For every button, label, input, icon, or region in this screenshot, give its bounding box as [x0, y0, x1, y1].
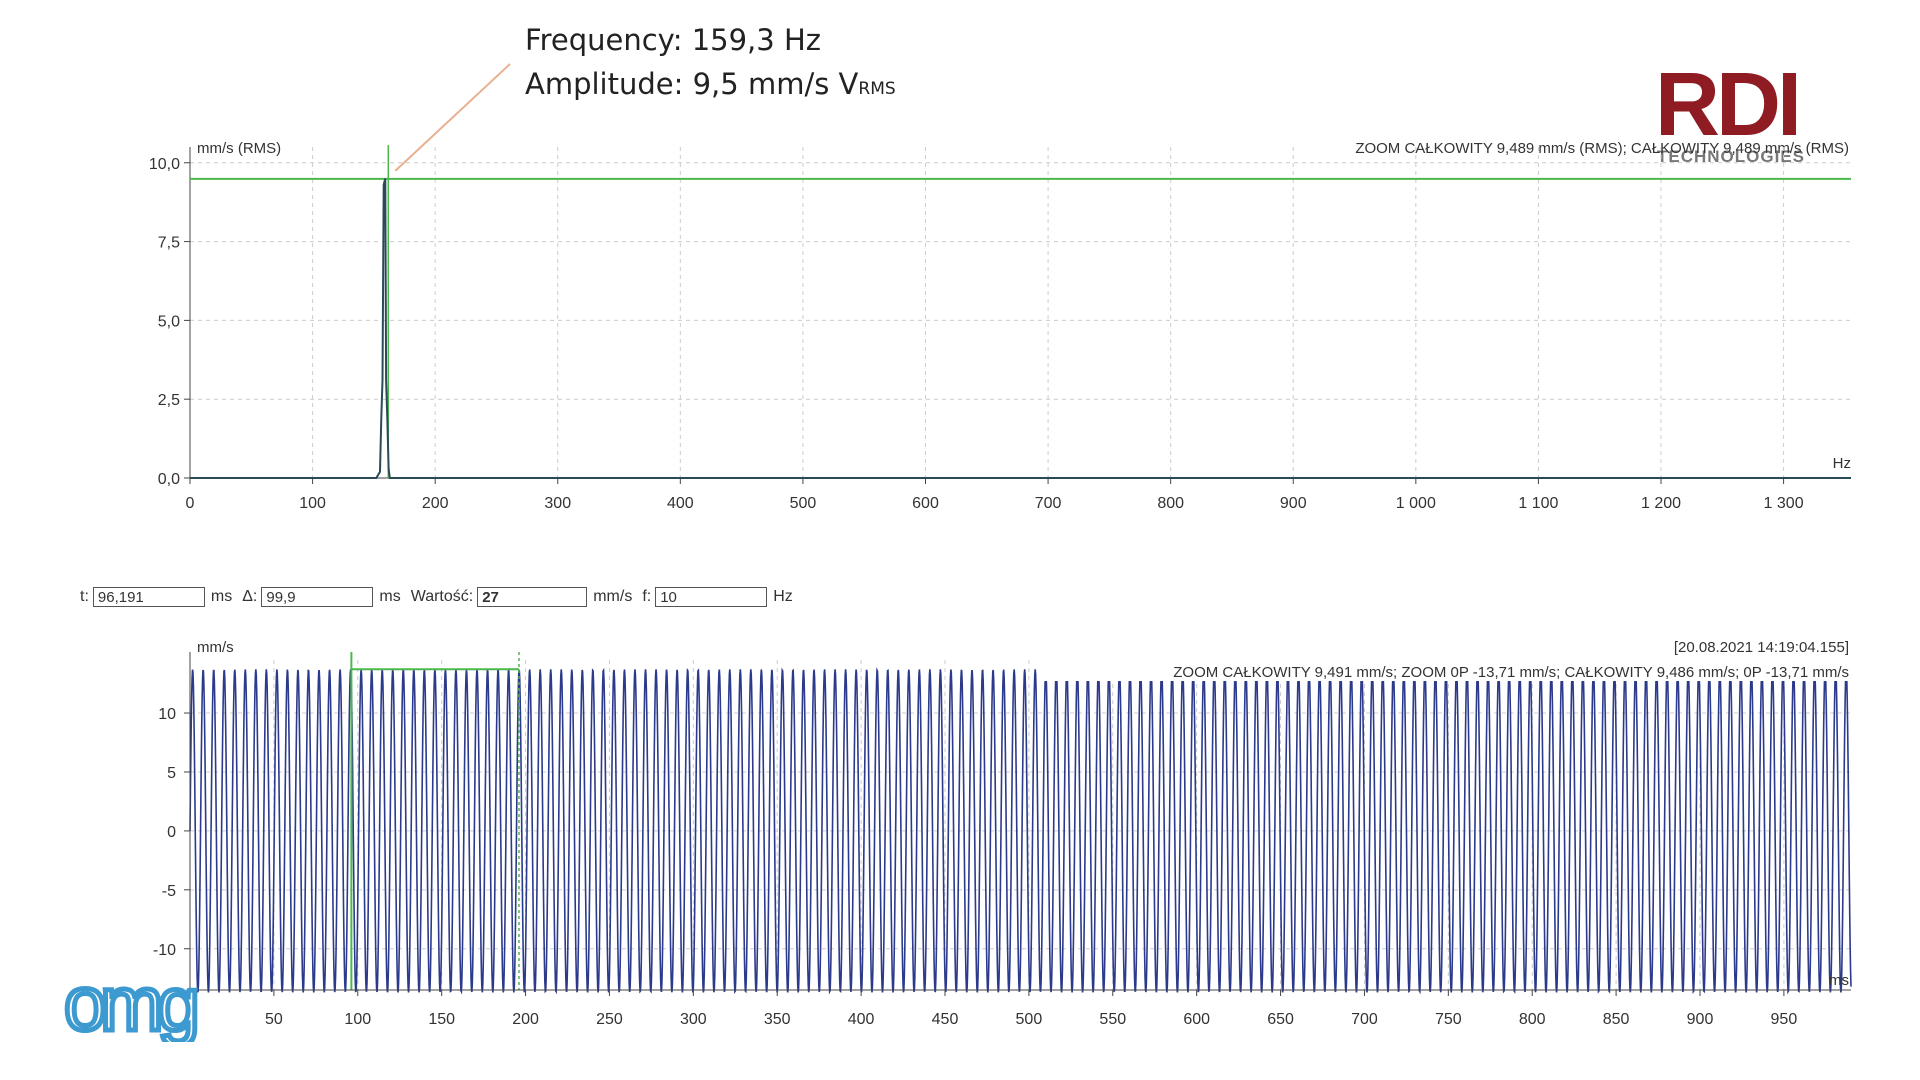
delta-field[interactable]: 99,9	[261, 587, 374, 607]
waveform-timestamp: [20.08.2021 14:19:04.155]	[1674, 639, 1849, 656]
spectrum-y-tick-label: 7,5	[158, 235, 180, 252]
spectrum-chart: mm/s (RMS) ZOOM CAŁKOWITY 9,489 mm/s (RM…	[149, 63, 1851, 512]
cursor-controls: t: 96,191 ms Δ: 99,9 ms Wartość: 27 mm/s…	[80, 585, 793, 609]
spectrum-series-line	[190, 178, 1851, 479]
waveform-y-tick-label: 10	[158, 706, 176, 723]
waveform-legend-bg	[1040, 659, 1852, 681]
waveform-x-tick-label: 150	[428, 1011, 455, 1028]
spectrum-x-tick-label: 700	[1035, 495, 1062, 512]
waveform-x-tick-label: 800	[1519, 1011, 1546, 1028]
waveform-x-tick-label: 900	[1687, 1011, 1714, 1028]
spectrum-x-tick-label: 100	[299, 495, 326, 512]
delta-unit: ms	[379, 588, 401, 605]
frequency-label: Frequency:	[525, 23, 683, 57]
amplitude-label: Amplitude:	[525, 67, 684, 101]
waveform-x-tick-label: 650	[1267, 1011, 1294, 1028]
waveform-x-tick-label: 100	[344, 1011, 371, 1028]
omg-logo-text: omg	[64, 974, 196, 1042]
f-unit: Hz	[773, 588, 793, 605]
value-field[interactable]: 27	[477, 587, 588, 607]
waveform-x-axis-label: ms	[1829, 972, 1849, 989]
spectrum-x-tick-label: 300	[544, 495, 571, 512]
waveform-y-tick-label: -10	[153, 942, 176, 959]
spectrum-x-tick-label: 1 200	[1641, 495, 1681, 512]
spectrum-x-tick-label: 600	[912, 495, 939, 512]
waveform-x-tick-label: 700	[1351, 1011, 1378, 1028]
spectrum-x-tick-label: 1 100	[1518, 495, 1558, 512]
spectrum-x-tick-label: 800	[1157, 495, 1184, 512]
waveform-x-tick-label: 250	[596, 1011, 623, 1028]
value-label: Wartość:	[410, 588, 474, 605]
waveform-x-tick-label: 450	[932, 1011, 959, 1028]
f-field[interactable]: 10	[655, 587, 768, 607]
amplitude-value: 9,5 mm/s V	[692, 67, 859, 101]
spectrum-y-tick-label: 5,0	[158, 313, 180, 330]
waveform-x-tick-label: 400	[848, 1011, 875, 1028]
spectrum-legend: ZOOM CAŁKOWITY 9,489 mm/s (RMS); CAŁKOWI…	[1355, 140, 1849, 157]
spectrum-y-tick-label: 10,0	[149, 156, 180, 173]
spectrum-y-axis-label: mm/s (RMS)	[197, 140, 281, 157]
waveform-y-tick-label: 0	[167, 824, 176, 841]
waveform-x-tick-label: 550	[1099, 1011, 1126, 1028]
amplitude-sub: RMS	[858, 79, 896, 99]
peak-annotation: Frequency: 159,3 Hz Amplitude: 9,5 mm/s …	[525, 18, 896, 111]
t-label: t:	[80, 588, 89, 605]
waveform-series-line	[189, 667, 1852, 995]
waveform-x-tick-label: 500	[1016, 1011, 1043, 1028]
spectrum-x-tick-label: 1 000	[1396, 495, 1436, 512]
spectrum-x-tick-label: 500	[790, 495, 817, 512]
spectrum-x-tick-label: 900	[1280, 495, 1307, 512]
waveform-x-tick-label: 200	[512, 1011, 539, 1028]
frequency-value: 159,3 Hz	[691, 23, 821, 57]
spectrum-y-tick-label: 2,5	[158, 392, 180, 409]
spectrum-x-tick-label: 200	[422, 495, 449, 512]
spectrum-x-tick-label: 1 300	[1764, 495, 1804, 512]
annotation-leader-line	[394, 63, 511, 172]
rdi-logo: RDI	[1655, 55, 1802, 155]
waveform-y-tick-label: 5	[167, 765, 176, 782]
omg-logo: omg	[62, 974, 204, 1042]
value-unit: mm/s	[593, 588, 633, 605]
waveform-y-axis-label: mm/s	[197, 639, 234, 656]
waveform-x-tick-label: 950	[1771, 1011, 1798, 1028]
waveform-x-tick-label: 350	[764, 1011, 791, 1028]
spectrum-x-tick-label: 400	[667, 495, 694, 512]
waveform-x-tick-label: 300	[680, 1011, 707, 1028]
rdi-logo-subtitle: TECHNOLOGIES	[1657, 147, 1806, 166]
waveform-x-tick-label: 850	[1603, 1011, 1630, 1028]
delta-label: Δ:	[242, 588, 258, 605]
spectrum-x-axis-label: Hz	[1833, 455, 1851, 472]
waveform-y-tick-label: -5	[162, 883, 176, 900]
t-field[interactable]: 96,191	[92, 587, 205, 607]
f-label: f:	[642, 588, 652, 605]
waveform-x-tick-label: 50	[265, 1011, 283, 1028]
spectrum-y-tick-label: 0,0	[158, 471, 180, 488]
waveform-legend: ZOOM CAŁKOWITY 9,491 mm/s; ZOOM 0P -13,7…	[1173, 664, 1849, 681]
t-unit: ms	[210, 588, 233, 605]
waveform-x-tick-label: 600	[1183, 1011, 1210, 1028]
waveform-x-tick-label: 750	[1435, 1011, 1462, 1028]
spectrum-x-tick-label: 0	[186, 495, 195, 512]
